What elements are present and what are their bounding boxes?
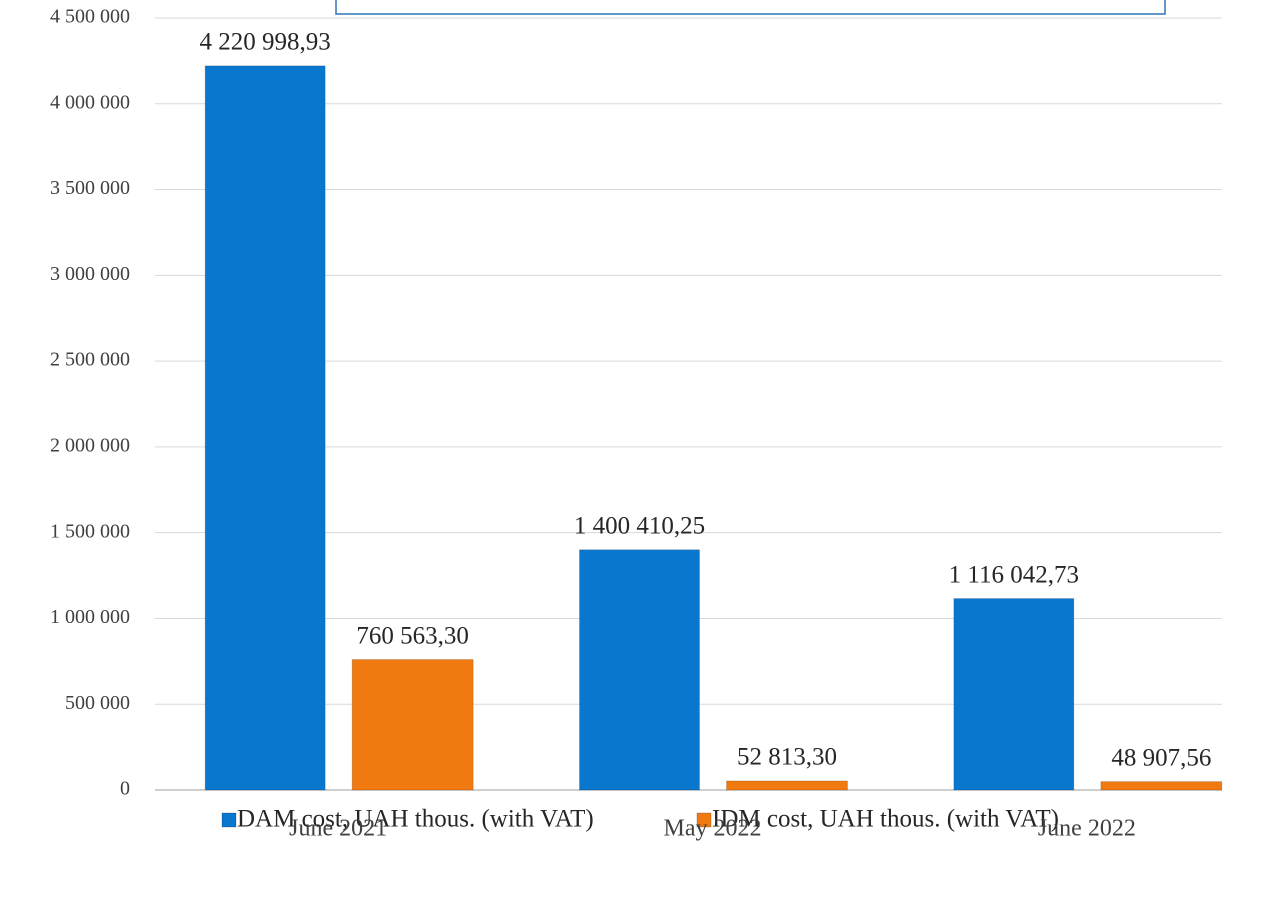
- bar: [953, 598, 1075, 791]
- value-label: 1 400 410,25: [574, 512, 705, 539]
- legend: DAM cost, UAH thous. (with VAT) IDM cost,…: [221, 806, 1059, 833]
- y-tick-label: 4 500 000: [50, 6, 130, 28]
- value-label: 48 907,56: [1111, 744, 1211, 771]
- legend-swatch: [696, 812, 712, 828]
- y-tick-label: 3 000 000: [50, 263, 130, 285]
- y-tick-label: 4 000 000: [50, 91, 130, 113]
- y-tick-label: 2 500 000: [50, 349, 130, 371]
- bar: [204, 65, 326, 791]
- x-tick-label: May 2022: [664, 816, 762, 842]
- value-label: 760 563,30: [356, 622, 469, 649]
- legend-label: DAM cost, UAH thous. (with VAT): [237, 806, 594, 833]
- value-label: 1 116 042,73: [949, 561, 1079, 588]
- x-tick-label: June 2022: [1038, 816, 1136, 842]
- y-tick-label: 1 000 000: [50, 606, 130, 628]
- legend-label: IDM cost, UAH thous. (with VAT): [712, 806, 1059, 833]
- value-label: 52 813,30: [737, 744, 837, 771]
- x-tick-label: June 2021: [289, 816, 387, 842]
- y-tick-label: 3 500 000: [50, 177, 130, 199]
- legend-swatch: [221, 812, 237, 828]
- bar: [1100, 781, 1223, 791]
- y-tick-label: 1 500 000: [50, 520, 130, 542]
- bar: [726, 780, 848, 791]
- bar: [579, 549, 700, 791]
- callout-box: [335, 0, 1166, 15]
- value-label: 4 220 998,93: [200, 29, 331, 56]
- y-tick-label: 0: [120, 778, 130, 800]
- y-tick-label: 500 000: [65, 692, 130, 714]
- bar: [351, 659, 474, 791]
- y-tick-label: 2 000 000: [50, 434, 130, 456]
